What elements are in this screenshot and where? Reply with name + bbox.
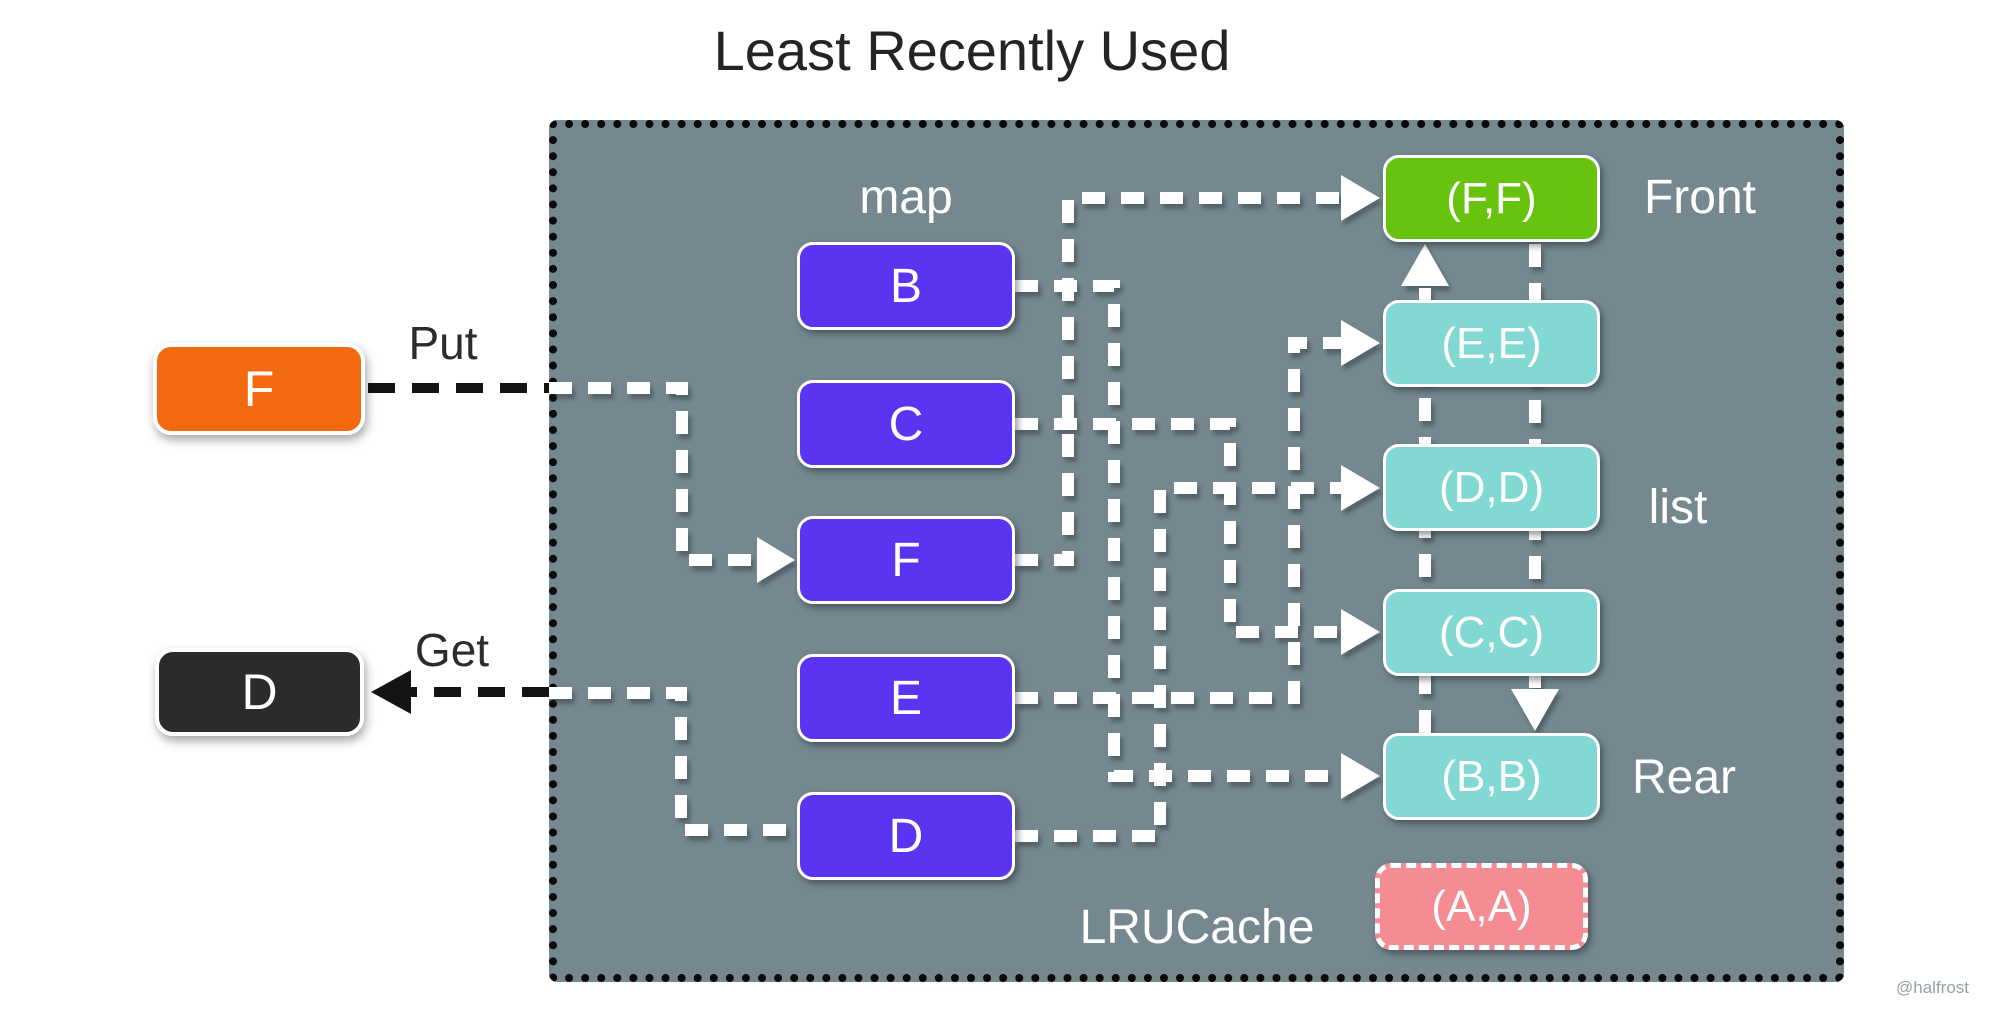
map-node-f: F [797, 516, 1015, 604]
map-node-d-label: D [888, 809, 924, 863]
list-label: list [1648, 481, 1708, 534]
list-node-cc: (C,C) [1383, 589, 1600, 676]
put-label: Put [408, 317, 478, 369]
lru-cache-container [549, 120, 1844, 982]
evicted-node-aa-label: (A,A) [1431, 881, 1532, 931]
map-node-e-label: E [889, 671, 922, 725]
lrucache-label: LRUCache [1079, 901, 1315, 954]
map-label: map [859, 171, 953, 224]
map-node-d: D [797, 792, 1015, 880]
watermark: @halfrost [1896, 978, 1970, 997]
put-value-node: F [153, 343, 365, 435]
list-node-ff-label: (F,F) [1446, 173, 1537, 223]
list-node-ee-label: (E,E) [1441, 318, 1542, 368]
front-label: Front [1643, 171, 1757, 224]
get-label: Get [414, 624, 490, 676]
diagram-title: Least Recently Used [713, 19, 1231, 82]
list-node-dd: (D,D) [1383, 444, 1600, 531]
map-node-b-label: B [889, 259, 922, 313]
list-node-bb-label: (B,B) [1441, 751, 1542, 801]
get-value-label: D [241, 664, 278, 720]
arrowhead-get [371, 670, 411, 714]
rear-label: Rear [1631, 751, 1737, 804]
put-value-label: F [243, 361, 275, 417]
list-node-dd-label: (D,D) [1438, 462, 1545, 512]
list-node-cc-label: (C,C) [1438, 607, 1545, 657]
map-node-c: C [797, 380, 1015, 468]
list-node-ee: (E,E) [1383, 300, 1600, 387]
map-node-b: B [797, 242, 1015, 330]
evicted-node-aa: (A,A) [1375, 863, 1588, 950]
map-node-e: E [797, 654, 1015, 742]
list-node-ff: (F,F) [1383, 155, 1600, 242]
get-value-node: D [155, 648, 364, 736]
map-node-f-label: F [891, 533, 921, 587]
map-node-c-label: C [888, 397, 924, 451]
list-node-bb: (B,B) [1383, 733, 1600, 820]
